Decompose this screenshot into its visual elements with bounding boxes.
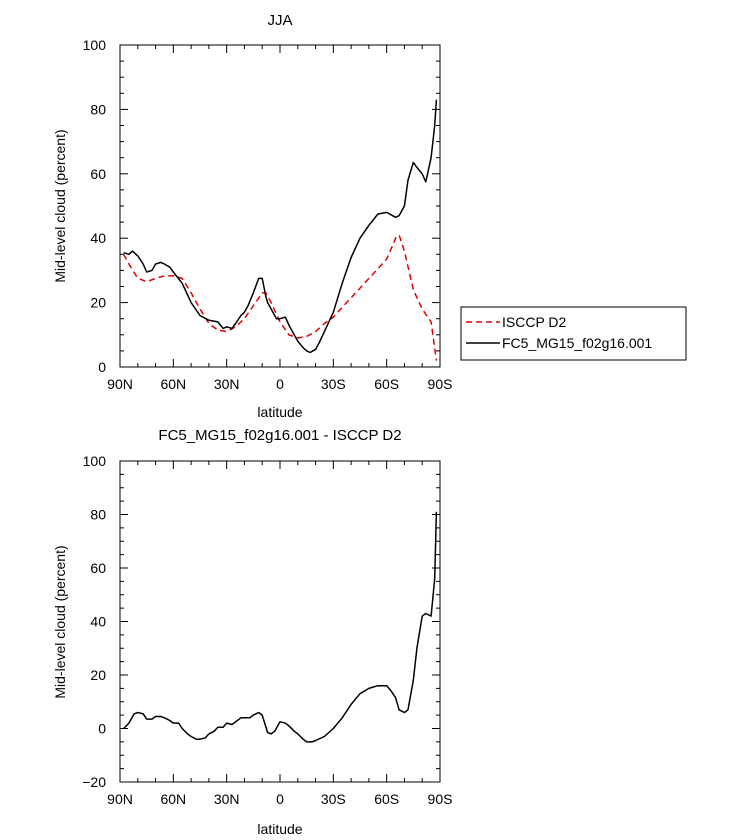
top-plot-area: 90N 60N 30N 0 30S 60S 90S 0 20 40 60 80 100 bbox=[83, 37, 453, 392]
bottom-chart-xlabel: latitude bbox=[257, 821, 302, 837]
legend-label-fc5: FC5_MG15_f02g16.001 bbox=[502, 335, 652, 351]
bottom-y-tick-label: 20 bbox=[90, 667, 106, 683]
bottom-y-tick-label: −20 bbox=[82, 774, 106, 790]
bottom-x-tick-label: 30S bbox=[321, 791, 346, 807]
legend-box bbox=[460, 306, 687, 361]
top-x-tick-label: 30S bbox=[321, 376, 346, 392]
bottom-x-tick-label: 30N bbox=[214, 791, 240, 807]
top-series-line-fc5 bbox=[123, 99, 438, 354]
bottom-y-tick-label: 60 bbox=[90, 560, 106, 576]
top-y-tick-label: 20 bbox=[90, 295, 106, 311]
top-y-tick-label: 60 bbox=[90, 166, 106, 182]
bottom-x-tick-label: 90N bbox=[107, 791, 133, 807]
top-y-tick-label: 80 bbox=[90, 101, 106, 117]
bottom-x-tick-label: 90S bbox=[428, 791, 453, 807]
bottom-plot-frame bbox=[119, 460, 441, 783]
bottom-x-tick-label: 0 bbox=[276, 791, 284, 807]
bottom-y-tick-label: 40 bbox=[90, 614, 106, 630]
legend: ISCCP D2 FC5_MG15_f02g16.001 bbox=[460, 306, 687, 361]
bottom-series-line-difference bbox=[123, 511, 438, 743]
top-y-tick-label: 100 bbox=[83, 37, 107, 53]
bottom-x-tick-label: 60N bbox=[160, 791, 186, 807]
bottom-chart: FC5_MG15_f02g16.001 - ISCCP D2 Mid-level… bbox=[52, 427, 452, 837]
bottom-y-tick-label: 100 bbox=[83, 453, 107, 469]
top-series-line-isccp bbox=[122, 234, 438, 361]
top-y-tick-label: 0 bbox=[98, 359, 106, 375]
top-x-tick-label: 60N bbox=[160, 376, 186, 392]
bottom-y-tick-label: 0 bbox=[98, 721, 106, 737]
top-x-tick-label: 90S bbox=[428, 376, 453, 392]
top-chart-title: JJA bbox=[267, 12, 292, 29]
top-x-tick-label: 0 bbox=[276, 376, 284, 392]
bottom-x-tick-label: 60S bbox=[374, 791, 399, 807]
top-x-tick-label: 30N bbox=[214, 376, 240, 392]
bottom-y-tick-label: 80 bbox=[90, 507, 106, 523]
top-y-tick-label: 40 bbox=[90, 230, 106, 246]
top-x-tick-label: 60S bbox=[374, 376, 399, 392]
top-chart: JJA Mid-level cloud (percent) latitude 9… bbox=[52, 12, 687, 420]
top-x-tick-label: 90N bbox=[107, 376, 133, 392]
legend-label-isccp: ISCCP D2 bbox=[502, 314, 567, 330]
bottom-plot-area: 90N 60N 30N 0 30S 60S 90S −20 0 20 40 60 80 100 bbox=[82, 453, 452, 807]
bottom-chart-ylabel: Mid-level cloud (percent) bbox=[52, 545, 68, 698]
top-chart-xlabel: latitude bbox=[257, 404, 302, 420]
top-chart-ylabel: Mid-level cloud (percent) bbox=[52, 129, 68, 282]
bottom-chart-title: FC5_MG15_f02g16.001 - ISCCP D2 bbox=[158, 427, 401, 444]
